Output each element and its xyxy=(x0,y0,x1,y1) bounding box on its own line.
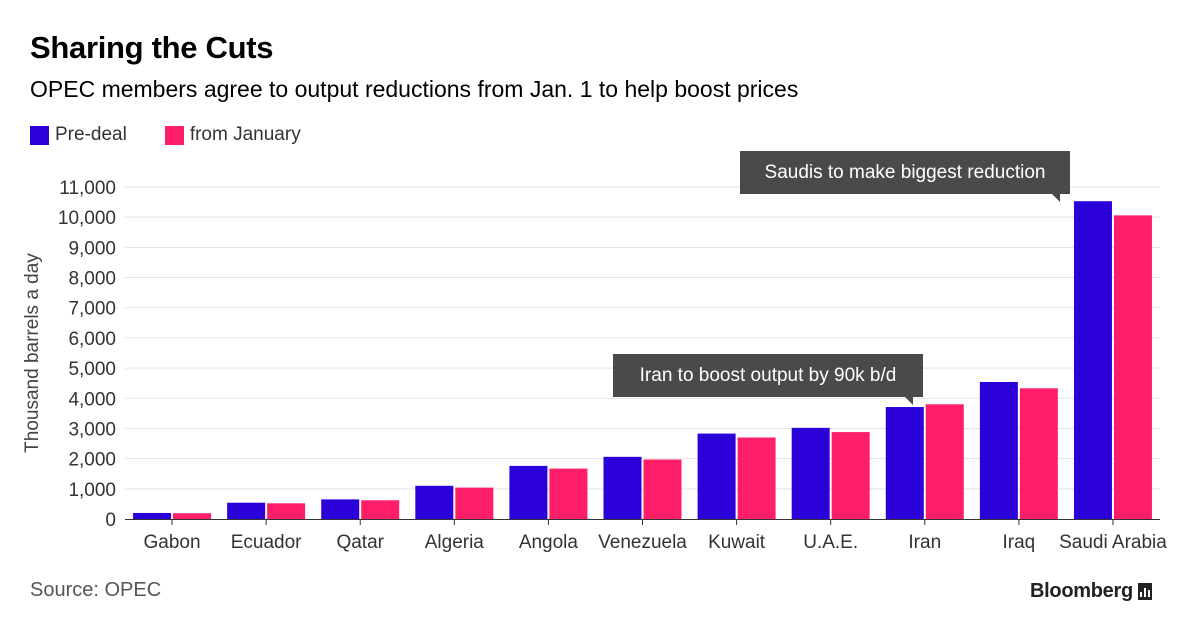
axis-labels: 0 1,000 2,000 3,000 4,000 5,000 6,000 7,000 8,00… xyxy=(22,178,1167,553)
source-note: Source: OPEC xyxy=(30,579,162,601)
bar-from-january-qatar xyxy=(361,500,400,519)
chart-title: Sharing the Cuts xyxy=(30,30,274,65)
annotation-pointer xyxy=(1052,194,1060,202)
bloomberg-logo: Bloomberg xyxy=(1030,580,1152,603)
x-tick-label-qatar: Qatar xyxy=(336,532,384,553)
annotations: Saudis to make biggest reduction Iran to … xyxy=(613,151,1070,405)
x-tick-label-saudi-arabia: Saudi Arabia xyxy=(1059,532,1167,553)
bar-from-january-angola xyxy=(549,468,588,519)
bar-pre-deal-algeria xyxy=(415,485,454,519)
legend-swatch-pre-deal xyxy=(30,125,49,145)
bar-from-january-algeria xyxy=(455,487,494,519)
x-tick-label-angola: Angola xyxy=(519,532,579,553)
annotation-text: Saudis to make biggest reduction xyxy=(765,162,1046,183)
legend: Pre-deal from January xyxy=(30,122,339,148)
legend-swatch-from-january xyxy=(164,125,184,145)
legend-label-pre-deal: Pre-deal xyxy=(55,124,127,145)
y-tick-label: 3,000 xyxy=(68,419,116,440)
bar-pre-deal-iraq xyxy=(979,381,1018,519)
bar-pre-deal-saudi-arabia xyxy=(1073,201,1112,519)
y-tick-label: 6,000 xyxy=(68,329,116,350)
x-tick-label-ecuador: Ecuador xyxy=(231,532,302,553)
bar-from-january-saudi-arabia xyxy=(1113,215,1152,519)
bar-pre-deal-kuwait xyxy=(697,433,736,519)
annotation-box xyxy=(740,151,1070,194)
bar-from-january-iraq xyxy=(1019,388,1058,519)
x-tick-label-algeria: Algeria xyxy=(425,532,485,553)
bar-pre-deal-qatar xyxy=(321,499,360,519)
bars xyxy=(133,201,1152,519)
chart-subtitle: OPEC members agree to output reductions … xyxy=(30,76,799,102)
y-tick-label: 5,000 xyxy=(68,359,116,380)
legend-item-from-january: from January xyxy=(164,124,301,146)
bar-pre-deal-iran xyxy=(885,407,924,519)
bloomberg-logo-icon xyxy=(1137,583,1152,600)
bar-from-january-u-a-e xyxy=(831,432,870,519)
y-tick-label: 0 xyxy=(105,510,116,531)
y-tick-label: 10,000 xyxy=(58,208,116,229)
bar-pre-deal-venezuela xyxy=(603,456,642,519)
bar-from-january-venezuela xyxy=(643,459,682,519)
bar-from-january-ecuador xyxy=(267,503,306,519)
annotation-saudi-arabia: Saudis to make biggest reduction xyxy=(740,151,1070,202)
y-tick-label: 7,000 xyxy=(68,299,116,320)
bar-from-january-gabon xyxy=(173,513,212,519)
y-tick-label: 1,000 xyxy=(68,480,116,501)
x-tick-label-kuwait: Kuwait xyxy=(708,532,766,553)
bar-pre-deal-u-a-e xyxy=(791,427,830,519)
annotation-box xyxy=(613,354,923,397)
brand-name: Bloomberg xyxy=(1030,580,1133,602)
annotation-iran: Iran to boost output by 90k b/d xyxy=(613,354,923,405)
bar-pre-deal-angola xyxy=(509,465,548,519)
x-tick-label-iran: Iran xyxy=(908,532,941,553)
legend-label-from-january: from January xyxy=(189,124,301,145)
bar-pre-deal-gabon xyxy=(133,512,172,519)
y-tick-label: 8,000 xyxy=(68,269,116,290)
x-tick-label-gabon: Gabon xyxy=(144,532,201,553)
y-axis-title: Thousand barrels a day xyxy=(22,253,43,453)
bar-pre-deal-ecuador xyxy=(227,502,266,519)
x-tick-label-venezuela: Venezuela xyxy=(598,532,687,553)
x-tick-label-u-a-e: U.A.E. xyxy=(803,532,858,553)
y-tick-label: 4,000 xyxy=(68,389,116,410)
y-tick-label: 9,000 xyxy=(68,238,116,259)
annotation-pointer xyxy=(905,397,913,405)
x-tick-label-iraq: Iraq xyxy=(1002,532,1035,553)
y-tick-label: 11,000 xyxy=(59,178,116,199)
annotation-text: Iran to boost output by 90k b/d xyxy=(640,365,897,386)
y-tick-label: 2,000 xyxy=(68,450,116,471)
legend-item-pre-deal: Pre-deal xyxy=(30,124,127,146)
bar-from-january-iran xyxy=(925,404,964,519)
bar-from-january-kuwait xyxy=(737,437,776,519)
